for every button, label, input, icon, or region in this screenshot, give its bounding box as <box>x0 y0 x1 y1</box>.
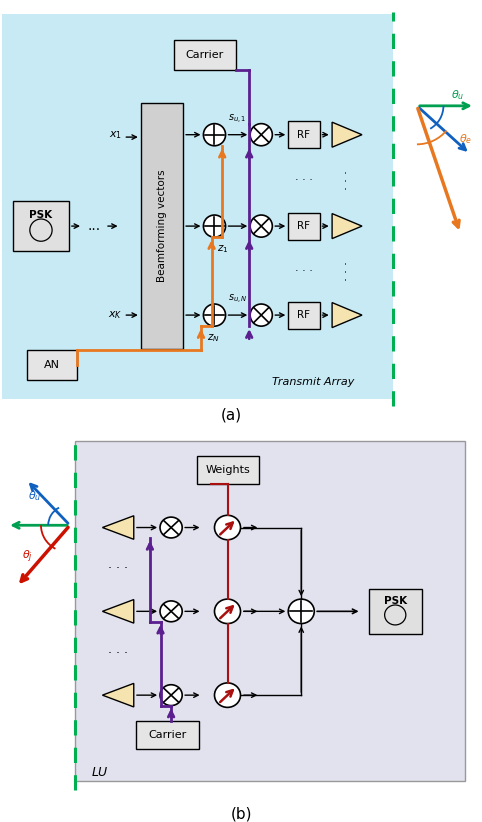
Circle shape <box>250 304 272 326</box>
Text: $\theta_e$: $\theta_e$ <box>458 132 472 146</box>
Text: · · ·: · · · <box>341 261 353 281</box>
Polygon shape <box>103 683 134 707</box>
Text: $s_{u,1}$: $s_{u,1}$ <box>228 113 247 126</box>
Text: · · ·: · · · <box>295 175 313 186</box>
Text: Carrier: Carrier <box>186 50 224 60</box>
Polygon shape <box>103 515 134 539</box>
FancyBboxPatch shape <box>197 456 259 484</box>
Circle shape <box>203 123 226 145</box>
Polygon shape <box>332 302 362 328</box>
Circle shape <box>160 685 182 705</box>
Text: · · ·: · · · <box>108 647 128 660</box>
Circle shape <box>214 599 241 624</box>
Text: Weights: Weights <box>206 465 250 475</box>
Text: Carrier: Carrier <box>148 730 187 740</box>
Text: $x_K$: $x_K$ <box>108 309 123 321</box>
FancyBboxPatch shape <box>141 104 183 349</box>
FancyBboxPatch shape <box>369 589 422 634</box>
Circle shape <box>214 515 241 540</box>
FancyBboxPatch shape <box>288 213 320 239</box>
Text: (a): (a) <box>221 407 242 423</box>
Text: ...: ... <box>87 219 101 233</box>
Text: · · ·: · · · <box>108 561 128 575</box>
FancyBboxPatch shape <box>136 721 199 749</box>
Text: Beamforming vectors: Beamforming vectors <box>157 170 167 283</box>
FancyBboxPatch shape <box>27 350 77 380</box>
Circle shape <box>250 123 272 145</box>
Text: $\theta_j$: $\theta_j$ <box>23 549 33 566</box>
Text: PSK: PSK <box>384 597 407 607</box>
Text: $z_N$: $z_N$ <box>207 332 219 344</box>
FancyBboxPatch shape <box>288 121 320 148</box>
Polygon shape <box>332 122 362 147</box>
Text: RF: RF <box>297 221 310 231</box>
Circle shape <box>160 601 182 621</box>
Text: AN: AN <box>44 360 60 370</box>
Text: $\theta_u$: $\theta_u$ <box>451 88 465 102</box>
FancyBboxPatch shape <box>13 201 69 252</box>
Text: $z_1$: $z_1$ <box>217 243 229 255</box>
Text: PSK: PSK <box>29 210 53 220</box>
Circle shape <box>214 683 241 708</box>
Text: · · ·: · · · <box>295 266 313 276</box>
Polygon shape <box>103 599 134 623</box>
Text: $s_{u,N}$: $s_{u,N}$ <box>228 293 248 307</box>
Text: RF: RF <box>297 130 310 140</box>
FancyBboxPatch shape <box>75 441 465 781</box>
Text: · · ·: · · · <box>341 170 353 191</box>
Text: (b): (b) <box>230 806 252 821</box>
FancyBboxPatch shape <box>174 40 236 70</box>
Circle shape <box>160 517 182 538</box>
Circle shape <box>203 215 226 238</box>
Text: RF: RF <box>297 310 310 320</box>
Text: LU: LU <box>92 765 107 778</box>
FancyBboxPatch shape <box>2 15 393 399</box>
Text: $\theta_u$: $\theta_u$ <box>28 489 41 503</box>
Polygon shape <box>332 214 362 238</box>
Circle shape <box>288 599 314 624</box>
FancyBboxPatch shape <box>288 302 320 329</box>
Circle shape <box>250 215 272 238</box>
Circle shape <box>203 304 226 326</box>
Text: Transmit Array: Transmit Array <box>272 377 354 387</box>
Text: $x_1$: $x_1$ <box>109 129 122 141</box>
